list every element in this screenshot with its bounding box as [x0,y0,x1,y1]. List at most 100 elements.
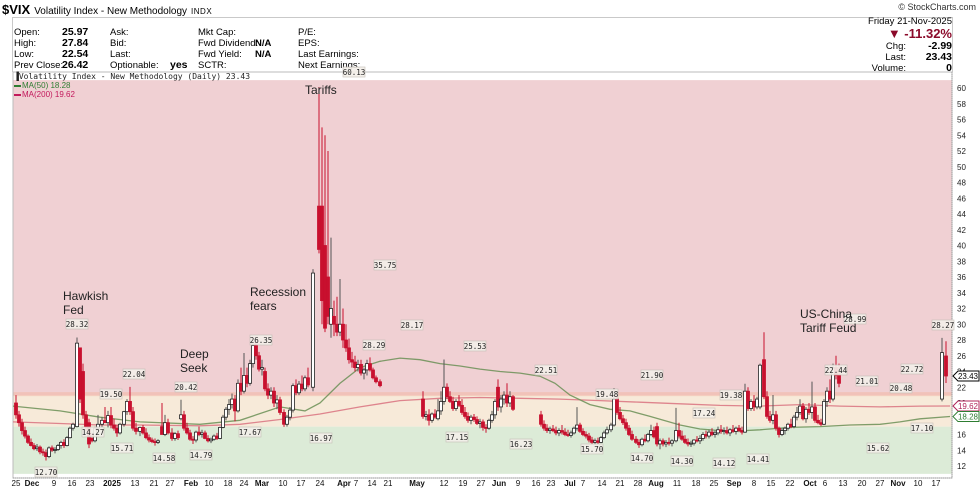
candle-body [640,438,644,446]
stat-label: Mkt Cap: [198,27,237,38]
stat-label: Open: [14,27,40,38]
candle-body [472,416,476,420]
legend-main: ▐Volatility Index - New Methodology (Dai… [14,72,250,81]
candle-body [118,423,122,434]
price-label: 22.51 [535,366,558,375]
price-label-box [670,455,694,467]
candle-body [294,385,298,394]
candle-body [371,369,375,379]
candle-body [320,205,324,302]
candle-body [698,438,702,442]
candle-body [493,401,497,416]
candle-body [634,438,638,443]
x-tick-label: 21 [616,479,625,488]
price-label: 26.35 [250,336,273,345]
last-value-tag-label: 18.28 [958,413,979,422]
candle-body [695,439,699,442]
x-tick-label: 15 [767,479,776,488]
candle-body [677,430,681,437]
candle-body [131,411,135,429]
candle-body [667,441,671,444]
price-label-box [712,457,736,469]
y-tick-label: 60 [957,84,966,93]
y-tick-label: 50 [957,163,966,172]
price-label-box [931,319,955,331]
chg-value: -2.99 [928,40,952,52]
candle-body [484,427,488,429]
x-tick-label: 16 [532,479,541,488]
price-label: 15.62 [867,444,890,453]
x-tick-label: 27 [166,479,175,488]
candle-body [578,424,582,432]
candle-body [368,363,372,371]
candle-body [680,435,684,440]
candle-body [200,432,204,435]
candle-body [359,364,363,374]
candle-body [38,446,42,453]
candle-body [539,414,543,425]
candle-body [701,434,705,439]
exchange-label: INDX [191,7,213,16]
x-tick-label: 24 [240,479,249,488]
candle-body [448,396,452,402]
candle-body [575,424,579,429]
candle-body [197,431,201,435]
candle-body [106,415,110,424]
candle-body [508,396,512,404]
chg-label: Chg: [885,41,906,52]
candle-body [59,441,63,446]
x-tick-label: 25 [710,479,719,488]
candle-body [545,427,549,431]
candle-body [599,437,603,443]
stat-label: Bid: [110,38,127,49]
candle-body [768,415,772,421]
candle-body [17,414,21,424]
zone-calm [13,426,952,474]
candle-body [944,355,948,377]
candle-body [728,429,732,434]
y-tick-label: 46 [957,194,966,203]
price-label: 28.27 [932,321,955,330]
last-value-tag [952,370,980,382]
candle-body [353,361,357,368]
candle-body [774,414,778,429]
x-tick-label: Dec [25,479,40,488]
candle-body [557,430,561,434]
price-label-box [595,388,619,400]
candle-body [233,398,237,412]
candle-body [144,432,148,439]
candle-body [230,398,234,405]
candlestick-icon: ▐ [14,72,19,81]
candle-body [14,402,18,416]
candle-body [496,386,500,408]
stat-value-optionable: yes [170,59,188,71]
candle-body [469,416,473,421]
stat-label: Optionable: [110,60,159,71]
candle-body [306,377,310,386]
last-value-tag [952,411,980,423]
candle-body [463,412,467,417]
price-label-box [99,388,123,400]
stat-value-open: 25.97 [62,26,89,38]
annotation-text: Hawkish [63,289,108,303]
price-label: 28.17 [401,321,424,330]
candle-body [624,422,628,429]
candle-body [344,339,348,349]
candle-body [191,438,195,441]
candle-body [822,401,826,425]
price-label: 60.13 [343,68,366,77]
candle-body [203,432,207,439]
x-tick-label: 21 [150,479,159,488]
candle-body [257,355,261,370]
stats-col-earnings: P/E: EPS: Last Earnings: Next Earnings: [298,27,360,71]
price-label: 28.32 [66,320,89,329]
candle-body [804,408,808,420]
y-tick-label: 58 [957,100,966,109]
candle-body [84,414,88,428]
y-tick-label: 14 [957,446,966,455]
candle-body [731,429,735,432]
candle-body [707,431,711,437]
candle-body [649,430,653,435]
candle-body [239,382,243,392]
